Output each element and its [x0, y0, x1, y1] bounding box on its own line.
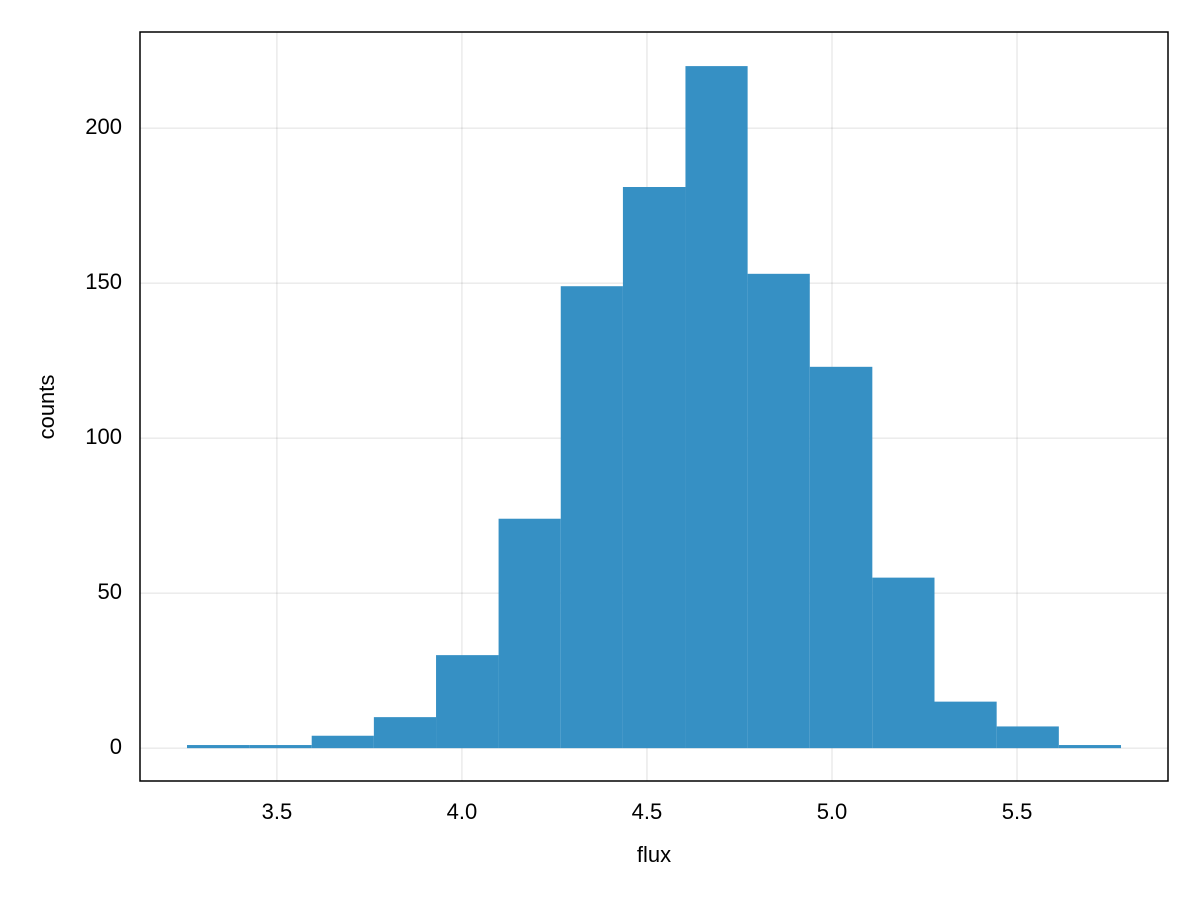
bar: [1058, 745, 1122, 749]
y-tick-label: 0: [110, 734, 122, 759]
y-tick-label: 100: [85, 424, 122, 449]
x-tick-label: 5.5: [1002, 799, 1033, 824]
y-tick-label: 50: [98, 579, 122, 604]
bar: [249, 745, 312, 749]
x-tick-label: 5.0: [817, 799, 848, 824]
bar: [685, 66, 748, 749]
bar: [436, 655, 499, 749]
x-tick-label: 4.0: [447, 799, 478, 824]
bar: [934, 701, 997, 749]
x-axis-label: flux: [637, 842, 671, 867]
bar: [872, 577, 935, 749]
bar: [809, 366, 873, 749]
y-tick-label: 150: [85, 269, 122, 294]
x-tick-label: 3.5: [262, 799, 293, 824]
bar: [186, 745, 250, 749]
y-axis-label: counts: [34, 375, 59, 440]
bar: [498, 518, 561, 749]
y-tick-label: 200: [85, 114, 122, 139]
x-tick-label: 4.5: [632, 799, 663, 824]
bar: [373, 717, 437, 749]
bar: [996, 726, 1059, 749]
bar: [311, 735, 374, 749]
plot-frame: [139, 31, 1169, 782]
bar: [622, 187, 686, 749]
bar: [560, 286, 623, 749]
bar: [747, 273, 810, 749]
